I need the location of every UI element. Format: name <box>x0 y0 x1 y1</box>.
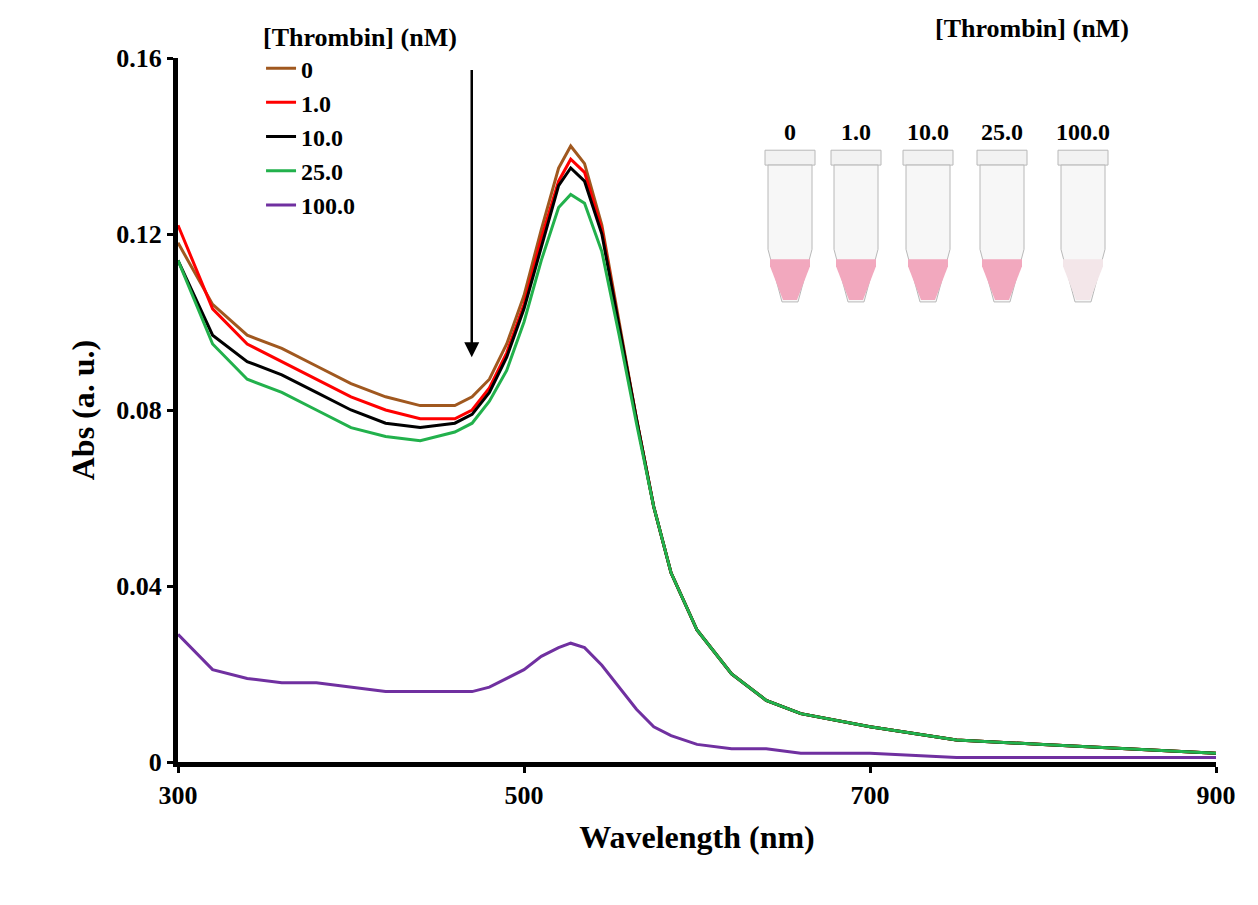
svg-text:0: 0 <box>784 119 796 145</box>
svg-text:300: 300 <box>159 781 198 810</box>
svg-text:0.04: 0.04 <box>116 572 162 601</box>
svg-text:25.0: 25.0 <box>981 119 1023 145</box>
svg-text:0: 0 <box>301 57 313 83</box>
svg-text:[Thrombin] (nM): [Thrombin] (nM) <box>263 23 457 52</box>
svg-text:25.0: 25.0 <box>301 159 343 185</box>
svg-text:100.0: 100.0 <box>301 193 355 219</box>
svg-text:Wavelength (nm): Wavelength (nm) <box>579 819 815 855</box>
svg-text:100.0: 100.0 <box>1056 119 1110 145</box>
svg-text:0.08: 0.08 <box>116 396 162 425</box>
svg-text:0.16: 0.16 <box>116 44 162 73</box>
svg-text:10.0: 10.0 <box>907 119 949 145</box>
svg-text:0.12: 0.12 <box>116 220 162 249</box>
svg-text:[Thrombin] (nM): [Thrombin] (nM) <box>935 14 1129 43</box>
svg-text:700: 700 <box>851 781 890 810</box>
svg-text:10.0: 10.0 <box>301 125 343 151</box>
svg-text:500: 500 <box>505 781 544 810</box>
svg-text:1.0: 1.0 <box>841 119 871 145</box>
svg-text:1.0: 1.0 <box>301 91 331 117</box>
svg-text:Abs (a. u.): Abs (a. u.) <box>65 340 101 480</box>
svg-text:0: 0 <box>149 748 162 777</box>
svg-text:900: 900 <box>1197 781 1236 810</box>
